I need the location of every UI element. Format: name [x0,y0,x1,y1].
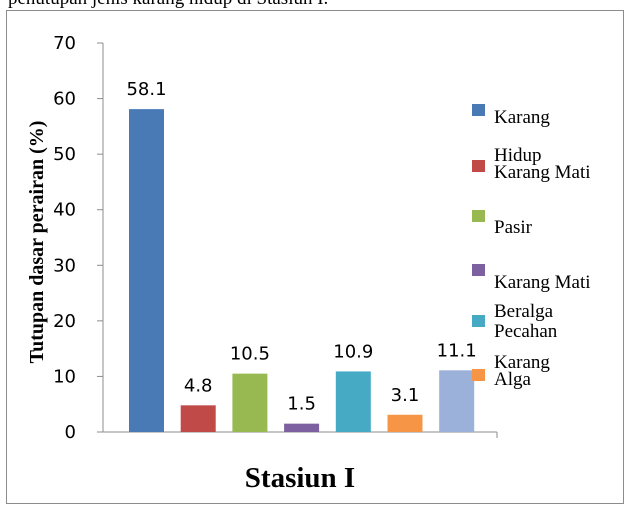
legend-label: Karang Mati [494,162,591,183]
legend-swatch [472,160,485,172]
y-tick-label: 50 [53,144,76,165]
legend-swatch [472,315,485,327]
legend-swatch [472,210,485,222]
y-tick-label: 70 [53,33,76,54]
y-tick-label: 40 [53,200,76,221]
bar [129,109,164,432]
bar [180,405,216,432]
y-axis-label: Tutupan dasar perairan (%) [26,121,48,364]
y-tick-label: 20 [53,311,76,332]
data-label: 58.1 [126,79,166,100]
bar [284,423,320,432]
data-labels: 58.1 4.8 10.5 1.5 10.9 3.1 11.1 [126,79,476,415]
data-label: 11.1 [437,340,477,361]
legend-label: Karang [494,352,550,373]
y-tick-label: 0 [65,422,76,443]
bar-series [129,109,475,432]
legend-swatch [472,369,485,381]
legend-label: Pecahan [494,321,558,342]
y-tick-labels: 0 10 20 30 40 50 60 70 [53,33,76,443]
legend-label: Karang Mati [494,272,591,293]
legend-swatch [472,264,485,276]
data-label: 10.5 [230,344,270,365]
legend-label: Pasir [494,217,533,238]
data-label: 3.1 [391,385,420,406]
bar [387,414,423,432]
legend-swatch [472,104,485,116]
legend-label: Beralga [494,301,554,322]
legend-label: Hidup [494,145,542,166]
legend-label: Alga [494,369,532,390]
bar [335,371,371,432]
data-label: 4.8 [184,375,213,396]
legend-label: Karang [494,107,550,128]
y-tick-label: 60 [53,89,76,110]
y-tick-label: 30 [53,255,76,276]
chart-frame [6,10,624,504]
y-tick-label: 10 [53,366,76,387]
data-label: 10.9 [333,341,373,362]
preceding-text-line: penutupan jenis karang hidup di Stasiun … [8,0,328,10]
x-axis-title: Stasiun I [245,462,355,494]
data-label: 1.5 [287,394,316,415]
bar [232,373,268,432]
bar [439,370,475,432]
